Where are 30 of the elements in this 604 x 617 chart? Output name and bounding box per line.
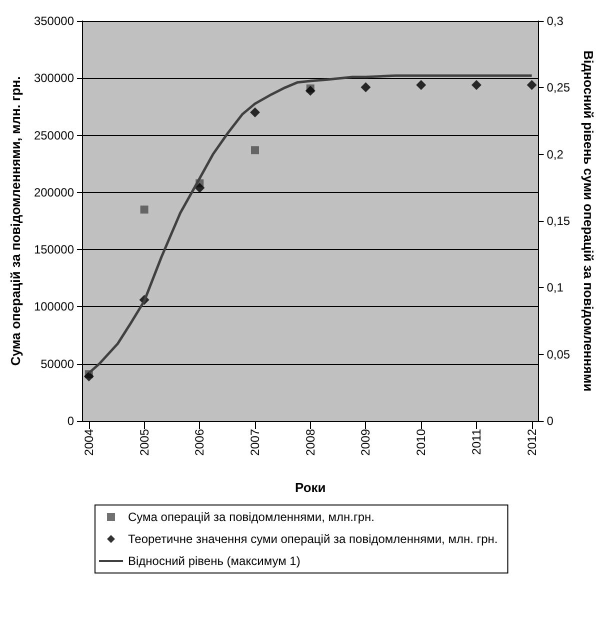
x-tick-label: 2011 xyxy=(469,428,484,455)
x-tick-label: 2006 xyxy=(192,428,207,456)
y2-tick-label: 0,2 xyxy=(546,147,564,162)
y2-tick-label: 0 xyxy=(546,414,554,428)
x-tick-label: 2005 xyxy=(137,428,152,456)
x-tick-label: 2007 xyxy=(248,428,262,456)
legend-label: Відносний рівень (максимум 1) xyxy=(128,554,300,568)
y2-tick-label: 0,15 xyxy=(546,214,570,228)
y2-tick-label: 0,05 xyxy=(546,347,570,362)
y2-tick-label: 0,3 xyxy=(546,14,564,28)
x-axis-title: Роки xyxy=(294,480,326,495)
x-tick-label: 2009 xyxy=(358,428,373,456)
y-tick-label: 300000 xyxy=(34,71,74,86)
y-tick-label: 250000 xyxy=(34,128,74,142)
y-tick-label: 50000 xyxy=(40,356,74,371)
y-tick-label: 100000 xyxy=(34,300,74,314)
x-tick-label: 2012 xyxy=(524,428,539,456)
legend-label: Теоретичне значення суми операцій за повідомленнями, млн. грн. xyxy=(128,532,498,546)
x-tick-label: 2004 xyxy=(82,428,96,456)
y2-tick-label: 0,25 xyxy=(546,80,570,95)
y2-axis-title: Відносний рівень суми операцій за повідомленнями xyxy=(581,50,596,392)
y-tick-label: 200000 xyxy=(34,185,74,200)
y-axis-title: Сума операцій за повідомленнями, млн. грн. xyxy=(8,76,24,366)
y-tick-label: 150000 xyxy=(34,242,74,257)
x-tick-label: 2008 xyxy=(303,428,318,456)
y-tick-label: 0 xyxy=(67,414,74,428)
y2-tick-label: 0,1 xyxy=(546,280,564,295)
y-tick-label: 350000 xyxy=(34,14,74,28)
x-tick-label: 2010 xyxy=(414,428,428,456)
legend-label: Сума операцій за повідомленнями, млн.грн. xyxy=(128,510,374,524)
